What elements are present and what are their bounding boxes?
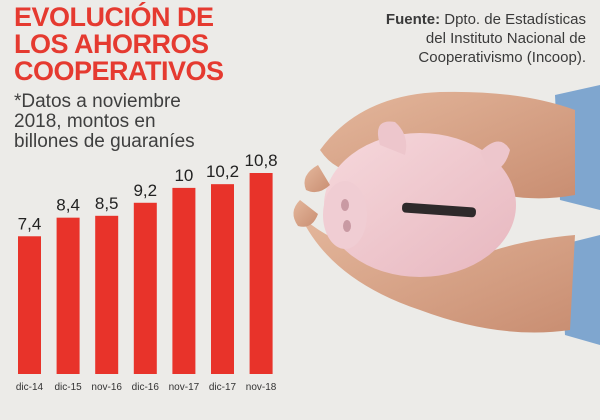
bar-value-label: 10 [174,166,193,185]
bar-dic-17 [211,184,234,374]
x-tick-label: nov-17 [169,382,200,393]
title-line: LOS AHORROS [14,29,209,59]
x-tick-label: dic-14 [16,382,44,393]
bar-value-label: 10,2 [206,162,239,181]
bar-value-label: 9,2 [133,181,157,200]
source-line: Fuente: Dpto. de Estadísticas [286,10,586,29]
bar-dic-16 [133,202,157,374]
chart-title: EVOLUCIÓN DE LOS AHORROS COOPERATIVOS [14,4,224,85]
source-note: Fuente: Dpto. de Estadísticas del Instit… [286,10,586,67]
bar-nov-17 [172,187,196,374]
subtitle-line: *Datos a noviembre [14,91,181,112]
bar-value-label: 7,4 [18,214,42,233]
bar-dic-14 [18,236,41,374]
title-line: COOPERATIVOS [14,56,224,86]
x-tick-label: nov-16 [91,382,122,393]
bar-nov-16 [95,215,119,374]
source-text: Dpto. de Estadísticas [444,11,586,28]
x-tick-label: dic-16 [132,382,160,393]
source-line: del Instituto Nacional de [425,30,586,47]
source-label: Fuente: [385,11,441,28]
x-tick-label: dic-17 [209,382,237,393]
bar-value-label: 8,4 [56,196,80,215]
subtitle-line: 2018, montos en [14,111,156,132]
title-line: EVOLUCIÓN DE [14,2,214,32]
bar-nov-18 [249,173,273,374]
chart-subtitle: *Datos a noviembre 2018, montos en billo… [14,92,195,152]
subtitle-line: billones de guaraníes [14,131,195,152]
x-tick-label: nov-18 [246,382,277,393]
bar-value-label: 10,8 [245,151,278,170]
bar-dic-15 [56,217,80,374]
bar-chart: 7,4 dic-14 8,4 dic-15 8,5 nov-16 9,2 dic-16 10 no… [16,151,278,393]
source-line: Cooperativismo (Incoop). [418,49,586,66]
x-tick-label: dic-15 [54,382,82,393]
bar-value-label: 8,5 [95,194,119,213]
